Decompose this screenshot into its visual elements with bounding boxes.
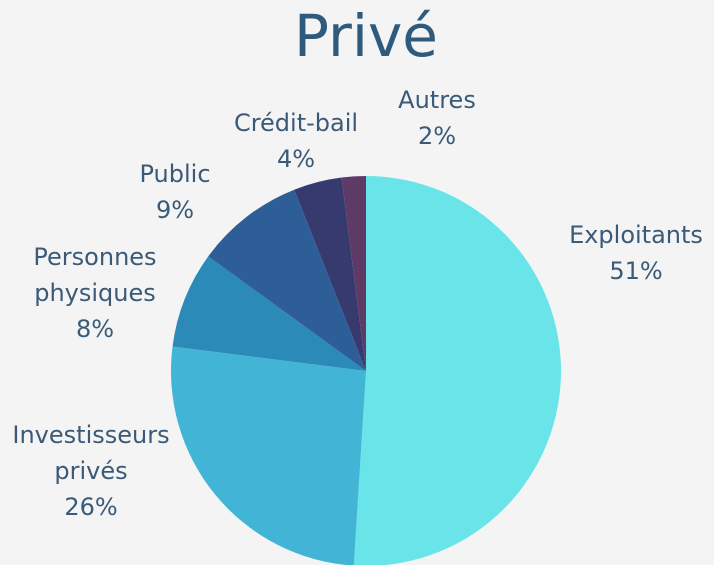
category-label: Autres <box>398 86 476 114</box>
pie-slice <box>172 256 366 371</box>
category-label: Exploitants <box>569 221 703 249</box>
value-label: 26% <box>64 493 117 521</box>
pie-slice <box>294 177 366 371</box>
pie-slice <box>353 176 561 565</box>
pie-slice <box>341 176 366 371</box>
chart-title: Privé <box>294 2 438 70</box>
value-label: 2% <box>418 122 456 150</box>
value-label: 51% <box>609 257 662 285</box>
pie-slice <box>208 189 366 371</box>
category-label: Investisseurs privés <box>12 421 169 485</box>
pie-slice <box>171 346 366 565</box>
value-label: 4% <box>277 145 315 173</box>
category-label: Personnes physiques <box>33 243 156 307</box>
category-label: Crédit-bail <box>234 109 358 137</box>
value-label: 8% <box>76 315 114 343</box>
value-label: 9% <box>156 196 194 224</box>
category-label: Public <box>139 160 210 188</box>
